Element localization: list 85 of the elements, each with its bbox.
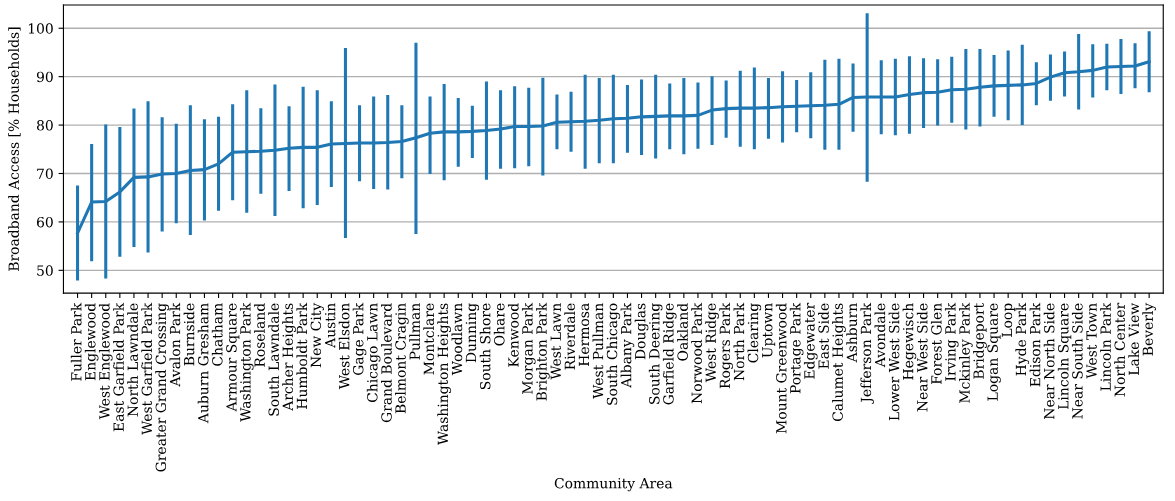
x-tick-label: West Pullman (592, 303, 604, 399)
y-tick-label: 70 (37, 168, 53, 179)
x-tick-label: Englewood (84, 303, 99, 381)
x-tick-label: Albany Park (620, 302, 635, 388)
x-tick-label: Mckinley Park (959, 302, 973, 403)
x-tick-label: Norwood Park (691, 302, 702, 404)
y-tick-label: 100 (28, 23, 53, 34)
x-tick-label: Archer Heights (282, 303, 296, 411)
x-tick-label: Lower West Side (888, 303, 900, 421)
x-tick-label: South Chicago (606, 303, 621, 405)
x-tick-label: West Elsdon (338, 303, 350, 390)
y-tick-label: 80 (36, 120, 53, 131)
x-tick-label: Brighton Park (536, 302, 550, 401)
x-tick-label: Mount Greenwood (775, 303, 787, 434)
x-tick-label: East Side (818, 303, 829, 369)
x-tick-label: Burnside (183, 303, 195, 366)
y-tick-label: 50 (37, 265, 53, 276)
x-tick-label: Lincoln Square (1057, 303, 1072, 410)
x-tick-label: Oakland (677, 303, 688, 361)
x-tick-label: Forest Glen (930, 303, 942, 384)
x-tick-label: Belmont Cragin (395, 303, 409, 414)
x-tick-label: Roseland (254, 303, 265, 367)
x-tick-label: Logan Square (987, 303, 1001, 401)
x-tick-label: Armour Square (226, 303, 240, 412)
x-tick-label: Austin (324, 303, 336, 348)
x-tick-label: Washington Park (239, 302, 254, 422)
x-tick-label: West Garfield Park (141, 302, 153, 435)
x-tick-label: Woodlawn (451, 303, 463, 376)
x-tick-label: North Center (1114, 302, 1125, 397)
x-tick-label: Garfield Ridge (662, 303, 677, 405)
x-tick-label: East Garfield Park (113, 302, 124, 432)
y-tick-label: 60 (36, 216, 53, 228)
x-tick-label: Calumet Heights (832, 303, 846, 422)
x-tick-label: Ohare (493, 303, 505, 346)
x-tick-label: Jefferson Park (860, 302, 874, 404)
x-tick-label: Hermosa (578, 303, 590, 366)
x-tick-label: Fuller Park (70, 302, 82, 381)
x-tick-label: Edison Park (1029, 302, 1041, 387)
x-tick-label: West Ridge (705, 303, 719, 383)
x-tick-label: Beverly (1142, 302, 1156, 356)
x-tick-label: Greater Grand Crossing (155, 303, 169, 472)
x-tick-label: Grand Boulevard (381, 303, 392, 423)
y-tick-label: 90 (36, 71, 53, 83)
x-tick-label: Auburn Gresham (197, 303, 209, 424)
x-tick-label: Rogers Park (719, 302, 733, 389)
x-tick-label: Dunning (465, 303, 480, 363)
x-tick-label: Washington Heights (437, 303, 451, 446)
x-tick-label: Lake View (1128, 302, 1140, 375)
x-tick-label: Riverdale (564, 303, 576, 370)
x-tick-label: Avalon Park (169, 302, 181, 387)
x-tick-label: South Lawndale (268, 303, 279, 416)
x-tick-label: South Deering (648, 303, 663, 404)
x-tick-label: Near South Side (1071, 303, 1083, 419)
x-tick-label: Lincoln Park (1100, 302, 1111, 391)
x-tick-label: Montclare (423, 303, 435, 375)
x-tick-label: Portage Park (789, 302, 804, 394)
x-tick-label: West Englewood (98, 303, 113, 420)
x-tick-label: Morgan Park (521, 302, 536, 394)
x-tick-label: Douglas (634, 303, 649, 360)
x-tick-label: North Park (733, 302, 745, 381)
x-tick-label: South Shore (479, 303, 491, 390)
x-tick-label: Irving Park (944, 302, 959, 381)
x-tick-label: Avondale (874, 303, 886, 368)
x-tick-label: Edgewater (803, 302, 818, 379)
x-tick-label: Chatham (211, 303, 223, 366)
x-tick-label: Gage Park (352, 302, 367, 375)
x-tick-label: Pullman (409, 303, 420, 360)
x-tick-label: Ashburn (846, 303, 858, 363)
x-tick-label: New City (310, 302, 324, 368)
x-tick-label: Hyde Park (1015, 302, 1030, 376)
x-tick-label: Loop (1001, 303, 1015, 337)
x-tick-label: Bridgeport (973, 302, 987, 379)
x-tick-label: Near North Side (1043, 303, 1055, 419)
x-tick-label: Clearing (747, 303, 762, 363)
x-tick-label: West Lawn (550, 303, 561, 380)
x-tick-label: West Town (1086, 303, 1097, 379)
x-tick-label: Hegewisch (902, 303, 917, 380)
x-tick-label: Kenwood (507, 303, 519, 367)
x-tick-label: North Lawndale (127, 303, 138, 417)
x-tick-label: Chicago Lawn (366, 303, 381, 403)
x-tick-label: Uptown (762, 303, 776, 358)
y-axis-title: Broadband Access [% Households] (8, 27, 21, 271)
x-axis-title: Community Area (554, 477, 673, 492)
x-tick-label: Near West Side (916, 303, 928, 412)
x-tick-label: Humboldt Park (296, 302, 308, 409)
